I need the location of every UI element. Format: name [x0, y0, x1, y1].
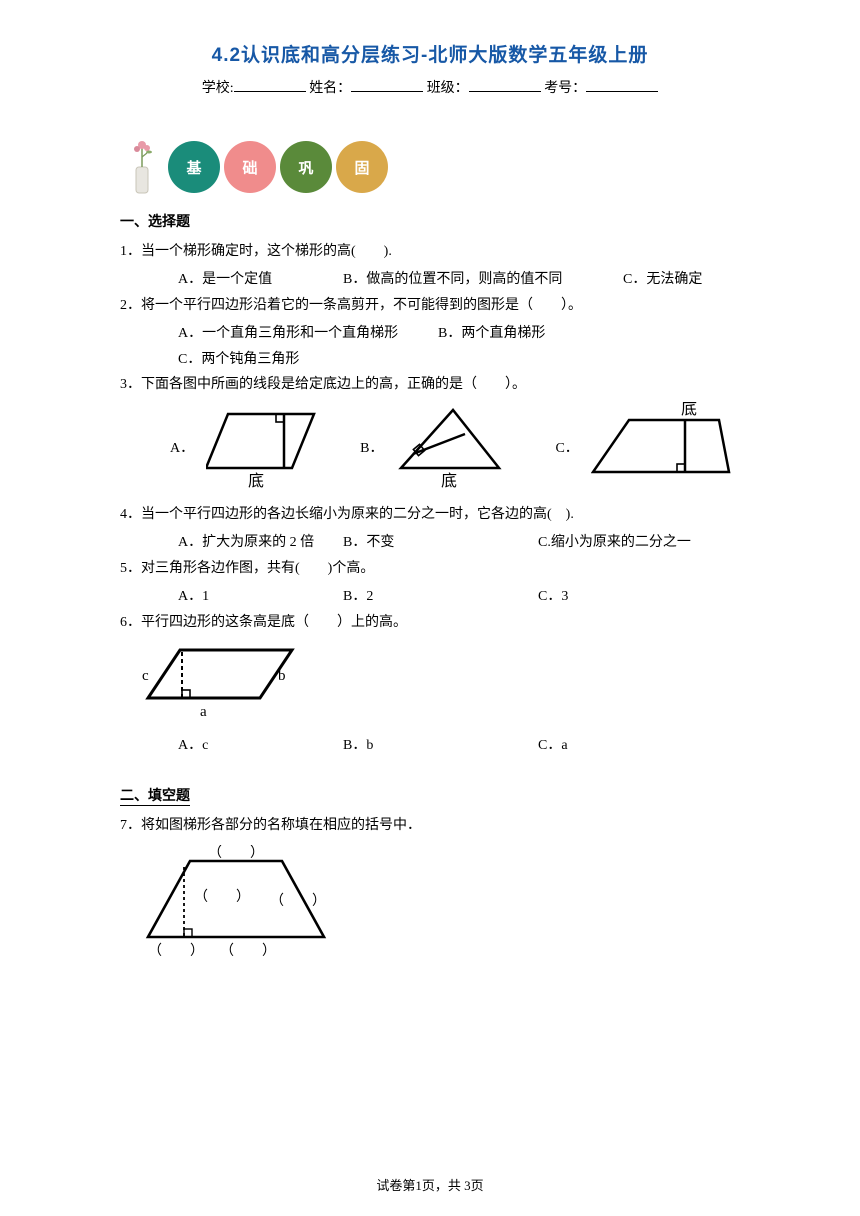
q3-label-b: B． — [360, 437, 383, 457]
class-label: 班级： — [427, 81, 469, 96]
svg-text:（ ）: （ ） — [270, 893, 326, 909]
q4-opt-a: A．扩大为原来的 2 倍 — [178, 530, 343, 556]
q2-opt-b: B．两个直角梯形 — [438, 321, 545, 347]
svg-text:底: 底 — [681, 402, 697, 418]
vase-icon — [120, 137, 164, 197]
q5-text: 5．对三角形各边作图，共有( )个高。 — [120, 556, 740, 582]
badge-gu: 固 — [336, 141, 388, 193]
q6-text: 6．平行四边形的这条高是底（ ）上的高。 — [120, 610, 740, 636]
badges-row: 基 础 巩 固 — [120, 137, 740, 197]
exam-blank — [586, 78, 658, 92]
q5-opt-a: A．1 — [178, 584, 343, 610]
q3-fig-b: 底 — [395, 402, 505, 492]
q5-options: A．1 B．2 C．3 — [120, 584, 740, 610]
school-label: 学校: — [202, 81, 234, 96]
svg-text:b: b — [278, 668, 286, 684]
exam-label: 考号： — [544, 81, 586, 96]
q3-figures: A． 底 B． 底 C． 底 — [120, 402, 740, 492]
q1-opt-c: C．无法确定 — [623, 267, 702, 293]
q1-text: 1．当一个梯形确定时，这个梯形的高( ). — [120, 239, 740, 265]
q2-opt-c: C．两个钝角三角形 — [178, 347, 299, 373]
q1-opt-a: A．是一个定值 — [178, 267, 343, 293]
q3-label-a: A． — [170, 437, 194, 457]
q3-fig-a: 底 — [206, 402, 326, 492]
svg-text:（ ）: （ ） — [208, 845, 264, 861]
q7-text: 7．将如图梯形各部分的名称填在相应的括号中． — [120, 813, 740, 839]
q7-figure: （ ） （ ） （ ） （ ） （ ） — [142, 845, 740, 970]
page-title: 4.2认识底和高分层练习-北师大版数学五年级上册 — [120, 40, 740, 67]
svg-text:底: 底 — [441, 472, 457, 490]
q5-opt-b: B．2 — [343, 584, 538, 610]
q2-options-2: C．两个钝角三角形 — [120, 347, 740, 373]
svg-text:a: a — [200, 704, 207, 720]
section2-head: 二、填空题 — [120, 785, 740, 805]
q5-opt-c: C．3 — [538, 584, 568, 610]
q3-text: 3．下面各图中所画的线段是给定底边上的高，正确的是（ ）。 — [120, 372, 740, 398]
badge-ji: 基 — [168, 141, 220, 193]
badge-gong: 巩 — [280, 141, 332, 193]
name-label: 姓名： — [309, 81, 351, 96]
q6-figure: c b a — [142, 642, 740, 727]
q3-label-c: C． — [555, 437, 578, 457]
svg-text:c: c — [142, 668, 149, 684]
q6-opt-c: C．a — [538, 733, 568, 759]
q2-opt-a: A．一个直角三角形和一个直角梯形 — [178, 321, 438, 347]
q2-options-1: A．一个直角三角形和一个直角梯形 B．两个直角梯形 — [120, 321, 740, 347]
q1-options: A．是一个定值 B．做高的位置不同，则高的值不同 C．无法确定 — [120, 267, 740, 293]
q4-opt-c: C.缩小为原来的二分之一 — [538, 530, 691, 556]
q4-opt-b: B．不变 — [343, 530, 538, 556]
q4-options: A．扩大为原来的 2 倍 B．不变 C.缩小为原来的二分之一 — [120, 530, 740, 556]
q3-fig-c: 底 — [591, 402, 731, 492]
svg-text:（ ）: （ ） — [148, 943, 204, 959]
class-blank — [469, 78, 541, 92]
info-line: 学校: 姓名： 班级： 考号： — [120, 77, 740, 97]
svg-text:（ ）: （ ） — [194, 889, 250, 905]
q6-opt-a: A．c — [178, 733, 343, 759]
school-blank — [234, 78, 306, 92]
q2-text: 2．将一个平行四边形沿着它的一条高剪开，不可能得到的图形是（ ）。 — [120, 293, 740, 319]
q6-opt-b: B．b — [343, 733, 538, 759]
name-blank — [351, 78, 423, 92]
q4-text: 4．当一个平行四边形的各边长缩小为原来的二分之一时，它各边的高( ). — [120, 502, 740, 528]
section1-head: 一、选择题 — [120, 211, 740, 231]
q1-opt-b: B．做高的位置不同，则高的值不同 — [343, 267, 623, 293]
svg-text:底: 底 — [248, 472, 264, 490]
q6-options: A．c B．b C．a — [120, 733, 740, 759]
badge-chu: 础 — [224, 141, 276, 193]
svg-text:（ ）: （ ） — [220, 943, 276, 959]
page-footer: 试卷第1页，共 3页 — [0, 1175, 860, 1194]
